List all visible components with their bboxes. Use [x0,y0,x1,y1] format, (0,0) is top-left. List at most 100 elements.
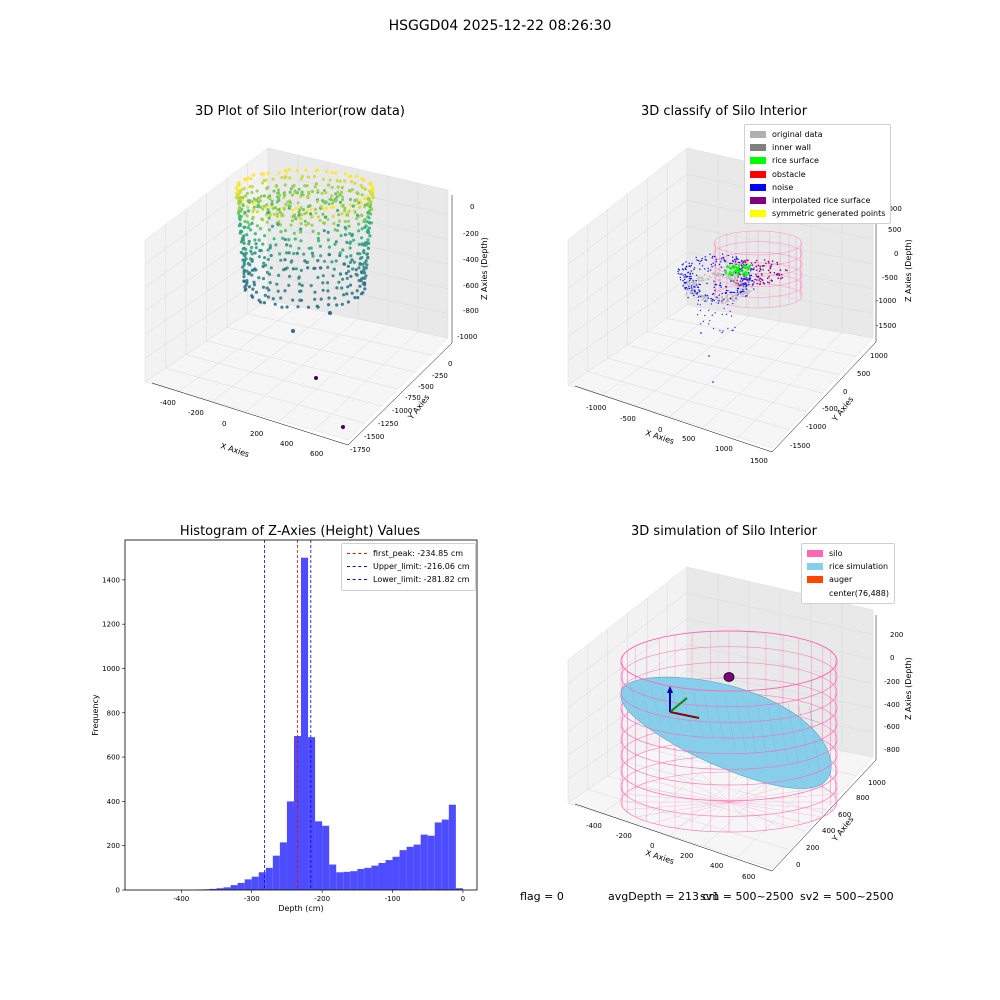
data-point [741,294,743,296]
histogram-bar [223,887,231,890]
grid-line [737,332,843,438]
data-point [340,286,344,290]
p2-ytick: 0 [843,388,847,396]
data-point [692,272,694,275]
data-point [741,285,743,287]
data-point [294,206,298,211]
data-point [268,197,272,201]
data-point [336,208,340,213]
histogram-bar [350,871,358,890]
legend-swatch [750,183,766,191]
data-point [368,205,372,209]
data-point [347,175,352,179]
data-point [338,179,342,183]
p3-ylabel: Frequency [91,694,100,736]
data-point [732,329,734,331]
data-point [345,292,349,296]
data-point [356,192,360,196]
data-point [742,283,745,285]
p3-xlabel: Depth (cm) [278,904,323,913]
data-point [250,294,254,298]
data-point [362,251,366,255]
legend-swatch [750,170,766,178]
data-point [356,296,360,300]
legend-swatch [807,590,823,597]
data-point [723,307,725,309]
data-point [714,283,716,286]
legend-item: auger [807,573,889,586]
p4-ytick: 0 [796,861,800,869]
data-point [272,189,276,193]
data-point [291,215,295,218]
data-point [727,304,729,306]
data-point [357,222,361,226]
y-tick-label: 1400 [102,576,120,584]
mesh-line [777,702,788,763]
data-point [706,299,708,301]
data-point [248,200,251,204]
data-point [722,256,724,259]
data-point [737,291,739,294]
data-point [263,293,267,297]
data-point [710,297,712,300]
data-point [264,263,268,267]
data-point [704,300,706,302]
data-point [238,222,242,226]
data-point [713,286,715,288]
data-point [276,191,279,195]
data-point [278,223,283,227]
data-point [267,272,272,276]
data-point [733,277,735,279]
data-point [289,187,293,191]
data-point [306,305,311,309]
data-point [768,276,770,278]
data-point [306,221,311,226]
p1-ytick: -1000 [392,407,412,415]
data-point [326,289,330,293]
data-point [313,297,317,301]
data-point [745,285,747,288]
axis-arrow-x [669,711,700,719]
data-point [736,269,739,272]
data-point [243,210,247,214]
data-point [327,296,331,300]
data-point [362,243,366,247]
data-point [730,275,732,277]
data-point [240,195,245,200]
data-point [291,298,295,302]
data-point [696,294,699,296]
data-point [283,237,287,242]
p1-xtick: 200 [250,430,263,438]
data-point [751,286,753,288]
data-point [709,320,711,322]
data-point [742,290,744,293]
data-point [322,207,326,211]
data-point [250,245,254,250]
data-point [715,284,718,286]
data-point [738,286,740,288]
data-point [283,258,287,262]
data-point [366,246,370,250]
data-point [324,169,328,173]
data-point [769,266,772,268]
data-point [765,262,767,265]
data-point [729,297,731,299]
data-point [251,210,255,214]
data-point [739,291,742,293]
data-point [238,216,242,220]
data-point [692,280,694,282]
data-point [739,285,742,288]
data-point [735,256,737,258]
data-point [693,283,696,286]
y-tick-label: 0 [116,887,120,895]
data-point [239,250,243,254]
data-point [255,189,259,193]
data-point [303,259,307,263]
data-point [747,292,750,294]
data-point [757,264,760,267]
histogram-bar [265,867,273,890]
data-point [690,270,692,272]
data-point [240,207,244,211]
data-point [684,284,686,286]
data-point [269,266,273,270]
